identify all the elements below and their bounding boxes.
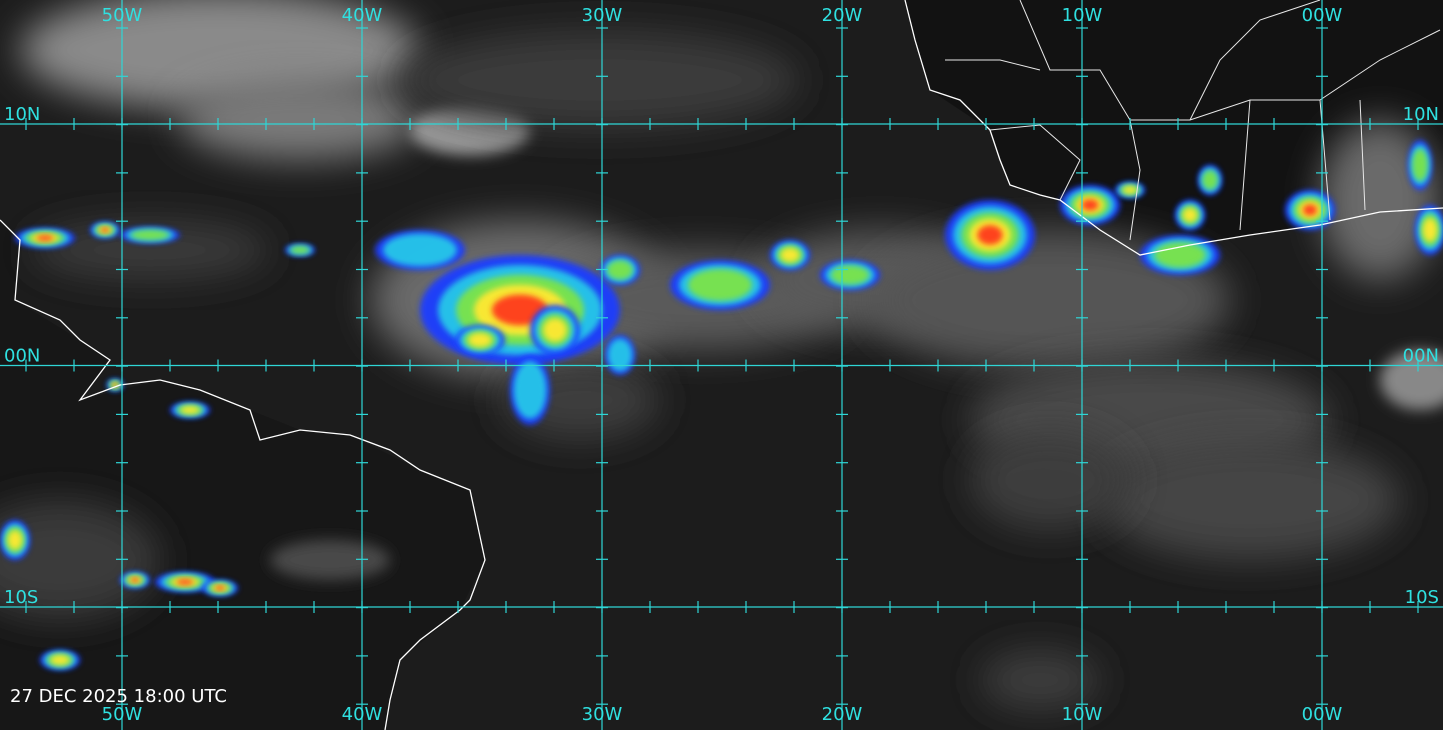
convective-cell xyxy=(130,577,140,583)
convective-cell xyxy=(1081,199,1099,211)
convective-cell xyxy=(383,233,457,267)
convective-cell xyxy=(1123,186,1137,194)
graticule-labels: 50W 50W 40W 40W 30W 30W 20W 20W 10W 10W 00W 00W 10N 1… xyxy=(4,5,1439,725)
longitude-label: 00W xyxy=(1302,5,1343,26)
coastline xyxy=(0,219,486,730)
convective-cell xyxy=(8,530,22,550)
cloud xyxy=(270,540,390,580)
longitude-label: 20W xyxy=(822,704,863,725)
convective-cell xyxy=(607,338,633,372)
convective-cell xyxy=(607,260,633,280)
longitude-label: 50W xyxy=(102,704,143,725)
convective-cell xyxy=(50,655,70,665)
latitude-label: 10N xyxy=(1403,104,1439,125)
cloud xyxy=(970,430,1130,530)
convective-cell xyxy=(1154,242,1206,268)
convective-cell xyxy=(100,227,110,233)
latitude-label: 00N xyxy=(4,346,40,367)
cloud xyxy=(400,30,800,130)
cloud xyxy=(1100,440,1400,560)
cloud xyxy=(30,220,270,280)
convective-cell xyxy=(513,361,547,419)
longitude-label: 10W xyxy=(1062,5,1103,26)
convective-cell xyxy=(36,235,54,241)
convective-cell xyxy=(780,248,800,262)
longitude-label: 40W xyxy=(342,5,383,26)
latitude-label: 00N xyxy=(1403,346,1439,367)
cloud xyxy=(980,650,1100,710)
longitude-label: 00W xyxy=(1302,704,1343,725)
convective-cell xyxy=(543,318,567,342)
convective-cell xyxy=(214,585,226,591)
longitude-label: 40W xyxy=(342,704,383,725)
convective-cell xyxy=(176,579,194,585)
convective-cell xyxy=(468,333,492,347)
convective-cell xyxy=(688,269,752,301)
coastline xyxy=(904,0,1443,256)
latitude-label: 10N xyxy=(4,104,40,125)
convective-cell xyxy=(180,406,200,414)
longitude-label: 50W xyxy=(102,5,143,26)
convective-cell xyxy=(290,246,310,254)
longitude-label: 10W xyxy=(1062,704,1103,725)
convective-cell xyxy=(830,265,870,285)
cloud xyxy=(180,80,420,160)
latitude-label: 10S xyxy=(4,587,38,608)
longitude-label: 20W xyxy=(822,5,863,26)
longitude-label: 30W xyxy=(582,5,623,26)
convective-cell xyxy=(130,229,170,241)
longitude-label: 30W xyxy=(582,704,623,725)
country-border xyxy=(945,0,1441,241)
timestamp: 27 DEC 2025 18:00 UTC xyxy=(10,686,227,707)
latitude-label: 10S xyxy=(1405,587,1439,608)
convective-cell xyxy=(1412,149,1428,181)
convective-cell xyxy=(1423,218,1437,242)
convective-cell xyxy=(1303,204,1317,216)
cloud xyxy=(0,500,160,620)
convection xyxy=(0,140,1443,670)
convective-cell xyxy=(977,225,1003,245)
convective-cell xyxy=(1183,208,1197,222)
convective-cell xyxy=(1202,170,1218,190)
cloud xyxy=(870,230,1230,370)
